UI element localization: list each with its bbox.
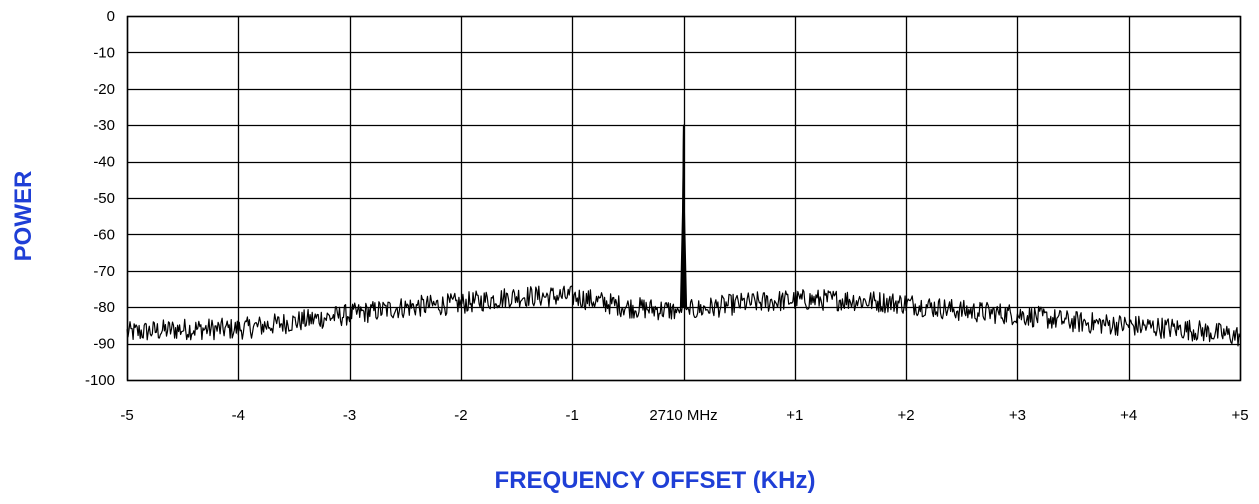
x-tick-label: 2710 MHz [649, 407, 717, 424]
plot-frame [126, 15, 1242, 382]
y-tick-label: -10 [93, 44, 115, 61]
x-tick-label: -4 [232, 407, 245, 424]
y-tick-label: -100 [85, 372, 115, 389]
x-tick-label: +2 [898, 407, 915, 424]
x-tick-label: +5 [1231, 407, 1248, 424]
x-tick-label: -2 [454, 407, 467, 424]
x-tick-label: +3 [1009, 407, 1026, 424]
y-tick-label: -40 [93, 154, 115, 171]
x-tick-labels: -5 -4 -3 -2 -1 2710 MHz +1 +2 +3 +4 +5 [120, 407, 1248, 424]
x-tick-label: -1 [566, 407, 579, 424]
x-tick-label: +1 [786, 407, 803, 424]
x-tick-label: -3 [343, 407, 356, 424]
y-tick-label: -20 [93, 81, 115, 98]
y-tick-labels: 0 -10 -20 -30 -40 -50 -60 -70 -80 -90 -100 [85, 8, 115, 389]
x-axis-title: FREQUENCY OFFSET (KHz) [495, 467, 816, 494]
x-tick-label: -5 [120, 407, 133, 424]
y-tick-label: -90 [93, 336, 115, 353]
trace-layer [126, 124, 1241, 347]
carrier-peak [679, 125, 688, 308]
x-tick-label: +4 [1120, 407, 1137, 424]
plot-frame-layer [126, 15, 1242, 382]
y-tick-label: -30 [93, 117, 115, 134]
y-tick-label: 0 [107, 8, 115, 25]
y-axis-title: POWER [10, 171, 37, 262]
y-tick-label: -50 [93, 190, 115, 207]
y-tick-label: -70 [93, 263, 115, 280]
y-tick-label: -60 [93, 226, 115, 243]
y-tick-label: -80 [93, 299, 115, 316]
